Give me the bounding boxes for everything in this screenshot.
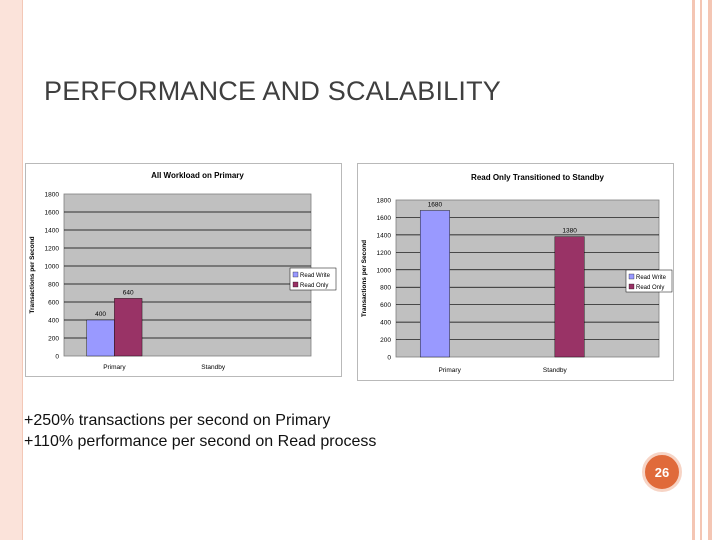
y-tick-label: 600: [48, 300, 59, 307]
legend-box: [289, 267, 337, 291]
bullet-item: +110% performance per second on Read pro…: [24, 433, 377, 450]
legend-label: Read Only: [300, 283, 328, 289]
legend-swatch: [292, 271, 299, 278]
data-label: 1680: [428, 201, 443, 208]
legend: Read Write Read Only: [625, 269, 673, 293]
y-tick-label: 1600: [377, 215, 392, 222]
right-border-line: [708, 0, 712, 540]
chart-all-workload-on-primary: All Workload on Primary 0 200 400 600 800 1000…: [25, 163, 342, 377]
y-tick-label: 1800: [377, 198, 392, 205]
bar-read-write: [86, 319, 115, 357]
data-label: 400: [95, 311, 106, 318]
y-tick-label: 1400: [45, 228, 60, 235]
y-tick-label: 1400: [377, 232, 392, 239]
y-tick-label: 200: [48, 336, 59, 343]
data-label: 1380: [562, 228, 577, 235]
slide-number-badge: 26: [642, 452, 682, 492]
slide-title: PERFORMANCE AND SCALABILITY: [44, 76, 502, 106]
chart-svg: Read Only Transitioned to Standby 0 200 400…: [361, 173, 673, 374]
x-tick-label: Standby: [543, 367, 568, 374]
legend-label: Read Only: [636, 285, 664, 291]
y-tick-label: 200: [380, 337, 391, 344]
right-decorative-border: [690, 0, 720, 540]
left-decorative-border: [0, 0, 23, 540]
y-axis-label: Transactions per Second: [361, 240, 368, 317]
legend-label: Read Write: [300, 273, 331, 279]
x-tick-label: Primary: [438, 367, 461, 374]
y-tick-label: 1600: [45, 210, 60, 217]
bar-read-only: [114, 298, 143, 357]
x-tick-label: Primary: [103, 364, 126, 371]
bullet-list: +250% transactions per second on Primary…: [24, 410, 376, 452]
right-border-line: [692, 0, 695, 540]
y-tick-label: 400: [380, 320, 391, 327]
y-tick-label: 1000: [377, 267, 392, 274]
chart-title: Read Only Transitioned to Standby: [471, 173, 604, 182]
legend-swatch: [628, 283, 635, 290]
y-tick-label: 800: [380, 285, 391, 292]
y-tick-label: 0: [387, 355, 391, 362]
legend-swatch: [628, 273, 635, 280]
y-tick-label: 800: [48, 282, 59, 289]
bar-read-write: [419, 210, 450, 358]
bar-read-only: [554, 236, 585, 358]
right-border-line: [700, 0, 702, 540]
y-axis-label: Transactions per Second: [29, 236, 36, 313]
legend: Read Write Read Only: [289, 267, 337, 291]
bullet-item: +250% transactions per second on Primary: [24, 412, 331, 429]
chart-svg: All Workload on Primary 0 200 400 600 800 1000…: [29, 171, 337, 371]
chart-read-only-transitioned-to-standby: Read Only Transitioned to Standby 0 200 400…: [357, 163, 674, 381]
legend-swatch: [292, 281, 299, 288]
y-tick-label: 1800: [45, 192, 60, 199]
x-tick-label: Standby: [201, 364, 226, 371]
y-tick-label: 1200: [45, 246, 60, 253]
data-label: 640: [123, 289, 134, 296]
y-tick-label: 0: [55, 354, 59, 361]
legend-label: Read Write: [636, 275, 667, 281]
chart-title: All Workload on Primary: [151, 171, 244, 180]
legend-box: [625, 269, 673, 293]
y-tick-label: 1000: [45, 264, 60, 271]
y-tick-label: 600: [380, 302, 391, 309]
y-tick-label: 400: [48, 318, 59, 325]
y-tick-label: 1200: [377, 250, 392, 257]
